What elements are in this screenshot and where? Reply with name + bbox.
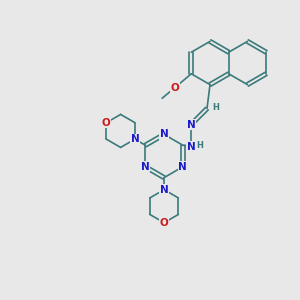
- Text: O: O: [102, 118, 111, 128]
- Text: H: H: [197, 141, 203, 150]
- Text: N: N: [187, 119, 196, 130]
- Text: N: N: [187, 142, 196, 152]
- Text: H: H: [213, 103, 219, 112]
- Text: O: O: [160, 218, 169, 228]
- Text: N: N: [141, 162, 150, 172]
- Text: O: O: [170, 83, 179, 93]
- Text: N: N: [160, 129, 169, 140]
- Text: N: N: [130, 134, 139, 144]
- Text: N: N: [160, 185, 169, 195]
- Text: N: N: [178, 162, 187, 172]
